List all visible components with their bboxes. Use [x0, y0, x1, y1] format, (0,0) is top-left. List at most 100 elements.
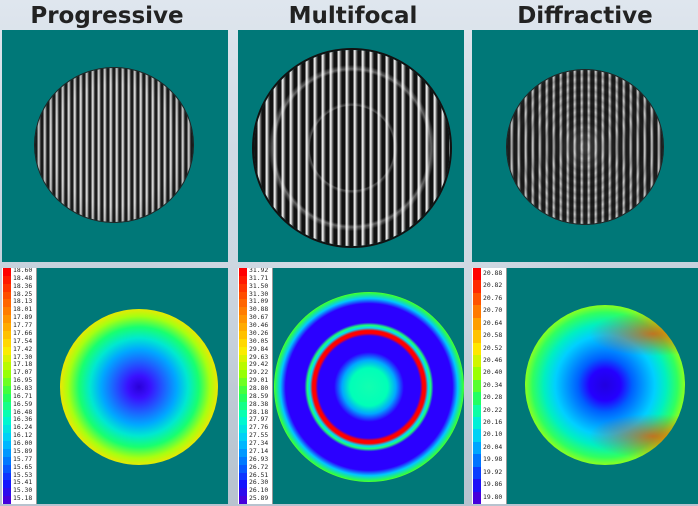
legend-value: 29.22	[249, 368, 269, 377]
legend-entry: 16.12	[2, 431, 36, 442]
legend-entry: 18.01	[2, 305, 36, 316]
legend-swatch	[3, 464, 11, 473]
legend-swatch	[239, 362, 247, 371]
legend-value: 17.42	[13, 344, 33, 353]
legend-swatch	[3, 291, 11, 300]
legend-value: 26.72	[249, 462, 269, 471]
legend-swatch	[3, 362, 11, 371]
legend-swatch	[3, 393, 11, 402]
legend-value: 20.40	[483, 368, 503, 377]
legend-entry: 17.18	[2, 361, 36, 371]
legend-entry: 16.83	[2, 384, 36, 394]
legend-entry: 17.07	[2, 368, 36, 379]
legend-entry: 19.80	[472, 491, 506, 504]
legend-swatch	[3, 268, 11, 276]
legend-swatch	[239, 268, 247, 276]
legend-entry: 17.89	[2, 313, 36, 324]
legend-swatch	[3, 386, 11, 394]
legend-swatch	[3, 496, 11, 504]
legend-swatch	[239, 354, 247, 363]
legend-entry: 20.82	[472, 280, 506, 293]
legend-entry: 15.53	[2, 471, 36, 481]
diffractive-height-map-panel: 20.88 20.82 20.76 20.70 20.64 20.58 20.52 20.46…	[472, 268, 698, 504]
legend-value: 25.89	[249, 494, 269, 503]
legend-entry: 31.71	[238, 273, 272, 284]
progressive-color-legend: 18.60 18.48 18.36 18.25 18.13 18.01 17.89 17.77…	[2, 268, 37, 504]
legend-swatch	[473, 342, 481, 355]
legend-swatch	[239, 291, 247, 300]
legend-value: 30.26	[249, 328, 269, 337]
legend-value: 27.76	[249, 423, 269, 432]
legend-entry: 31.50	[238, 282, 272, 292]
legend-value: 16.83	[13, 384, 33, 392]
legend-swatch	[473, 441, 481, 455]
legend-value: 17.77	[13, 321, 33, 330]
legend-value: 30.46	[249, 321, 269, 330]
legend-entry: 26.72	[238, 462, 272, 473]
legend-entry: 25.89	[238, 494, 272, 504]
diffractive-fringe-image	[507, 70, 663, 224]
legend-swatch	[239, 386, 247, 394]
legend-swatch	[239, 323, 247, 331]
legend-value: 27.14	[249, 446, 269, 455]
legend-entry: 30.67	[238, 313, 272, 324]
legend-value: 18.01	[13, 305, 33, 314]
legend-entry: 18.48	[2, 274, 36, 284]
legend-value: 20.88	[483, 269, 503, 277]
legend-value: 17.07	[13, 368, 33, 377]
legend-value: 27.55	[249, 431, 269, 440]
legend-swatch	[473, 404, 481, 418]
legend-entry: 15.65	[2, 463, 36, 473]
legend-entry: 19.86	[472, 479, 506, 492]
legend-entry: 16.59	[2, 400, 36, 410]
legend-entry: 15.77	[2, 455, 36, 465]
legend-swatch	[473, 305, 481, 318]
legend-swatch	[473, 417, 481, 430]
legend-value: 30.88	[249, 305, 269, 314]
legend-swatch	[239, 315, 247, 324]
legend-entry: 29.63	[238, 353, 272, 363]
legend-entry: 30.88	[238, 305, 272, 316]
legend-value: 31.71	[249, 273, 269, 282]
legend-entry: 20.88	[472, 268, 506, 281]
legend-value: 16.36	[13, 415, 33, 424]
legend-value: 19.98	[483, 455, 503, 464]
legend-value: 29.01	[249, 376, 269, 385]
legend-entry: 17.77	[2, 321, 36, 331]
legend-entry: 26.51	[238, 471, 272, 481]
legend-entry: 31.09	[238, 298, 272, 308]
legend-entry: 20.10	[472, 429, 506, 442]
legend-swatch	[473, 292, 481, 306]
legend-value: 20.64	[483, 318, 503, 327]
legend-entry: 20.64	[472, 317, 506, 331]
legend-value: 20.10	[483, 430, 503, 439]
progressive-fringe-image	[35, 68, 193, 222]
legend-value: 16.00	[13, 439, 33, 448]
progressive-height-map-panel: 18.60 18.48 18.36 18.25 18.13 18.01 17.89 17.77…	[2, 268, 228, 504]
legend-swatch	[239, 409, 247, 418]
legend-entry: 20.04	[472, 441, 506, 455]
legend-swatch	[473, 454, 481, 467]
legend-swatch	[3, 283, 11, 292]
legend-value: 18.60	[13, 268, 33, 274]
legend-swatch	[3, 378, 11, 386]
legend-entry: 20.52	[472, 342, 506, 355]
legend-entry: 26.10	[238, 486, 272, 497]
legend-value: 17.89	[13, 313, 33, 322]
legend-entry: 19.92	[472, 466, 506, 480]
legend-value: 29.84	[249, 344, 269, 353]
legend-entry: 20.22	[472, 404, 506, 418]
legend-entry: 29.22	[238, 368, 272, 379]
legend-swatch	[3, 448, 11, 457]
legend-value: 28.18	[249, 407, 269, 416]
legend-entry: 18.25	[2, 290, 36, 300]
legend-swatch	[239, 401, 247, 410]
multifocal-fringe-panel	[238, 30, 464, 262]
legend-entry: 20.76	[472, 292, 506, 306]
legend-value: 18.36	[13, 281, 33, 290]
legend-swatch	[473, 429, 481, 442]
legend-swatch	[239, 472, 247, 481]
legend-value: 26.30	[249, 478, 269, 487]
legend-entry: 16.36	[2, 415, 36, 426]
legend-value: 20.52	[483, 343, 503, 352]
